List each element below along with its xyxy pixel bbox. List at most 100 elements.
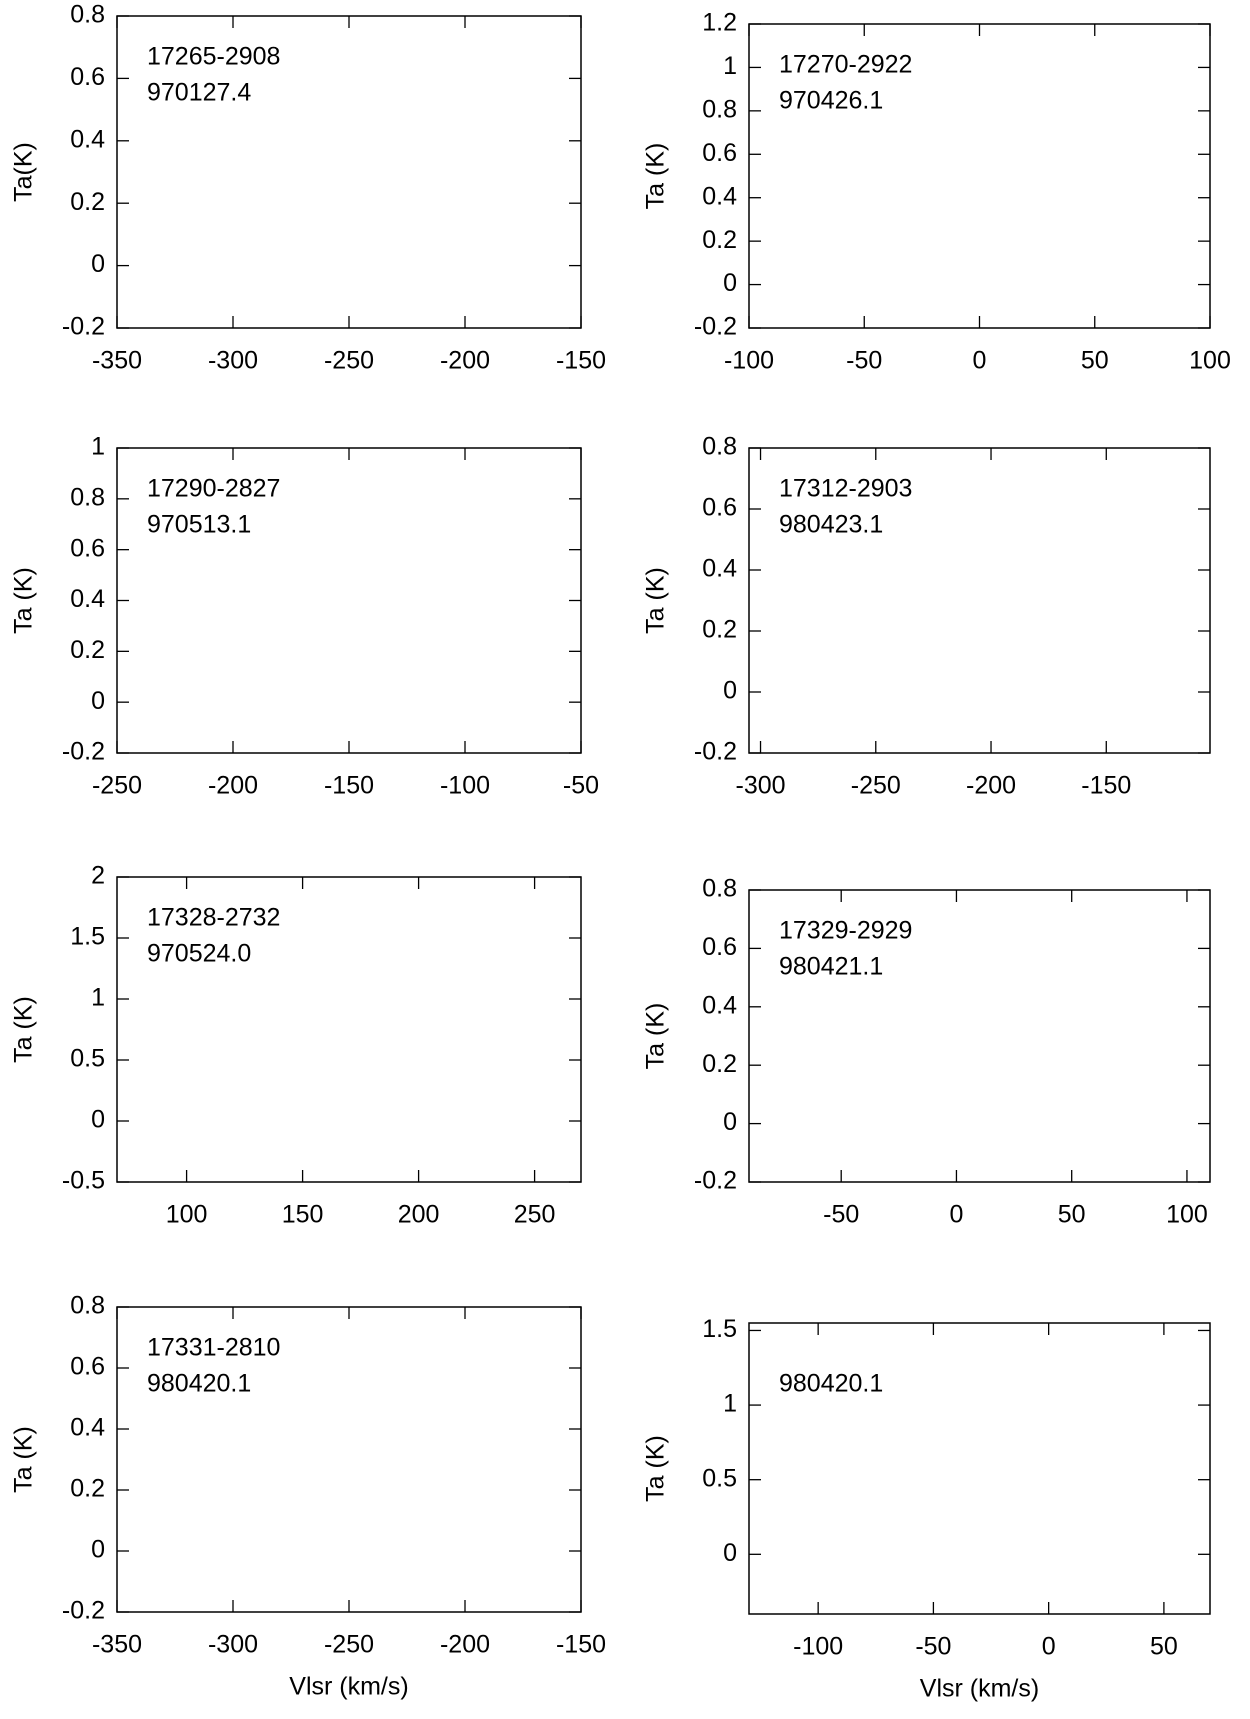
x-axis-title: Vlsr (km/s) xyxy=(289,1673,408,1701)
y-tick-label: 1.2 xyxy=(702,9,737,37)
y-tick-label: 1 xyxy=(723,52,737,80)
panel-annotation: 980420.1 xyxy=(147,1370,251,1398)
y-tick-label: 0.2 xyxy=(702,616,737,644)
x-tick-label: -350 xyxy=(92,1631,142,1659)
panel-annotation: 970426.1 xyxy=(779,87,883,115)
y-tick-label: 0 xyxy=(723,677,737,705)
panel-annotation: 980423.1 xyxy=(779,511,883,539)
panel-annotation: 17328-2732 xyxy=(147,904,280,932)
y-tick-label: 0.6 xyxy=(702,933,737,961)
y-tick-label: 0 xyxy=(91,250,105,278)
y-axis-title: Ta (K) xyxy=(642,1003,670,1070)
y-tick-label: 0 xyxy=(723,1108,737,1136)
y-tick-label: 0.8 xyxy=(702,95,737,123)
x-tick-label: -150 xyxy=(324,772,374,800)
y-tick-label: 0.4 xyxy=(70,585,105,613)
plot-frame xyxy=(748,1322,1211,1615)
y-tick-label: 0 xyxy=(723,1539,737,1567)
y-tick-label: 0.4 xyxy=(702,555,737,583)
x-tick-label: 100 xyxy=(1189,347,1231,375)
y-tick-label: 0.4 xyxy=(702,991,737,1019)
x-tick-label: -50 xyxy=(846,347,882,375)
x-tick-label: -300 xyxy=(208,347,258,375)
y-tick-label: 0.2 xyxy=(702,226,737,254)
x-tick-label: -250 xyxy=(324,1631,374,1659)
y-tick-label: 0.2 xyxy=(70,636,105,664)
x-tick-label: -300 xyxy=(736,772,786,800)
x-tick-label: -250 xyxy=(92,772,142,800)
x-tick-label: 250 xyxy=(514,1201,556,1229)
y-tick-label: 0.4 xyxy=(70,125,105,153)
y-tick-label: 0.6 xyxy=(70,63,105,91)
y-tick-label: 0 xyxy=(723,269,737,297)
y-tick-label: 0.8 xyxy=(702,433,737,461)
x-tick-label: 150 xyxy=(282,1201,324,1229)
x-tick-label: 50 xyxy=(1150,1633,1178,1661)
y-tick-label: 0 xyxy=(91,1536,105,1564)
x-tick-label: 0 xyxy=(949,1201,963,1229)
y-axis-title: Ta (K) xyxy=(642,567,670,634)
y-tick-label: 0.8 xyxy=(70,1,105,29)
y-tick-label: 0.8 xyxy=(70,483,105,511)
x-tick-label: -350 xyxy=(92,347,142,375)
y-tick-label: -0.5 xyxy=(62,1167,105,1195)
y-axis-title: Ta (K) xyxy=(642,1435,670,1502)
y-tick-label: 0.6 xyxy=(70,534,105,562)
y-axis-title: Ta(K) xyxy=(10,142,38,202)
y-tick-label: 0.6 xyxy=(702,494,737,522)
y-tick-label: 0.8 xyxy=(70,1292,105,1320)
y-tick-label: 0.6 xyxy=(70,1353,105,1381)
y-tick-label: 1 xyxy=(91,433,105,461)
panel-annotation: 17265-2908 xyxy=(147,43,280,71)
panel-annotation: 17270-2922 xyxy=(779,51,912,79)
y-tick-label: 1.5 xyxy=(702,1315,737,1343)
y-tick-label: 0.6 xyxy=(702,139,737,167)
x-tick-label: -200 xyxy=(440,347,490,375)
panel-annotation: 970127.4 xyxy=(147,79,251,107)
x-tick-label: -200 xyxy=(440,1631,490,1659)
x-tick-label: -50 xyxy=(563,772,599,800)
panel-annotation: 17312-2903 xyxy=(779,475,912,503)
y-tick-label: 0.5 xyxy=(702,1464,737,1492)
x-tick-label: 0 xyxy=(973,347,987,375)
x-tick-label: 50 xyxy=(1058,1201,1086,1229)
panel-annotation: 17331-2810 xyxy=(147,1334,280,1362)
y-tick-label: 0.2 xyxy=(702,1050,737,1078)
x-tick-label: 100 xyxy=(166,1201,208,1229)
y-axis-title: Ta (K) xyxy=(10,567,38,634)
x-tick-label: -50 xyxy=(823,1201,859,1229)
x-tick-label: -200 xyxy=(208,772,258,800)
panel-annotation: 980420.1 xyxy=(779,1370,883,1398)
x-tick-label: -50 xyxy=(915,1633,951,1661)
x-tick-label: -100 xyxy=(440,772,490,800)
y-tick-label: 0.8 xyxy=(702,875,737,903)
y-tick-label: 0.4 xyxy=(70,1414,105,1442)
y-tick-label: -0.2 xyxy=(62,1597,105,1625)
y-tick-label: 0 xyxy=(91,687,105,715)
y-tick-label: 1 xyxy=(723,1390,737,1418)
x-tick-label: 200 xyxy=(398,1201,440,1229)
x-tick-label: -250 xyxy=(324,347,374,375)
x-tick-label: -150 xyxy=(1081,772,1131,800)
x-tick-label: -100 xyxy=(793,1633,843,1661)
y-tick-label: -0.2 xyxy=(694,313,737,341)
y-tick-label: 0.2 xyxy=(70,1475,105,1503)
x-tick-label: -100 xyxy=(724,347,774,375)
panel-annotation: 980421.1 xyxy=(779,953,883,981)
panel-annotation: 970513.1 xyxy=(147,511,251,539)
y-tick-label: -0.2 xyxy=(694,1167,737,1195)
panel-annotation: 17290-2827 xyxy=(147,475,280,503)
plot-frame xyxy=(748,447,1211,754)
y-tick-label: 0.5 xyxy=(70,1045,105,1073)
y-tick-label: -0.2 xyxy=(62,738,105,766)
plot-frame xyxy=(748,889,1211,1183)
y-axis-title: Ta (K) xyxy=(10,1426,38,1493)
x-axis-title: Vlsr (km/s) xyxy=(920,1675,1039,1703)
x-tick-label: -200 xyxy=(966,772,1016,800)
x-tick-label: -150 xyxy=(556,347,606,375)
panel-annotation: 17329-2929 xyxy=(779,917,912,945)
x-tick-label: 100 xyxy=(1166,1201,1208,1229)
y-tick-label: 0.2 xyxy=(70,188,105,216)
